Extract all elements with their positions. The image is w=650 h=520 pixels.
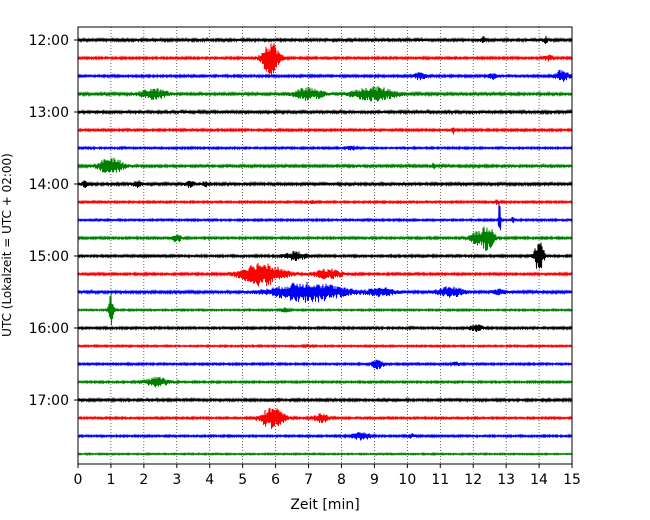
x-tick-label-4: 4 <box>205 472 214 488</box>
trace-16-15 <box>77 343 573 350</box>
trace-17-15 <box>77 407 573 429</box>
x-axis-label: Zeit [min] <box>290 497 359 513</box>
trace-15-45 <box>77 293 573 326</box>
trace-group <box>77 35 573 457</box>
trace-16-45 <box>77 376 573 388</box>
y-tick-label-12:00: 12:00 <box>29 33 69 49</box>
y-tick-label-17:00: 17:00 <box>29 393 69 409</box>
trace-13-45 <box>77 157 573 173</box>
trace-17-30 <box>77 431 573 441</box>
y-tick-label-13:00: 13:00 <box>29 105 69 121</box>
trace-15-15 <box>77 262 573 287</box>
y-tick-label-14:00: 14:00 <box>29 177 69 193</box>
x-tick-label-6: 6 <box>271 472 280 488</box>
trace-15-30 <box>77 281 573 303</box>
x-tick-label-5: 5 <box>238 472 247 488</box>
trace-14-45 <box>77 226 573 251</box>
x-tick-label-8: 8 <box>337 472 346 488</box>
x-tick-label-3: 3 <box>172 472 181 488</box>
x-tick-label-10: 10 <box>398 472 416 488</box>
x-tick-label-7: 7 <box>304 472 313 488</box>
trace-16-00 <box>77 324 573 333</box>
trace-13-30 <box>77 145 573 151</box>
x-tick-label-15: 15 <box>563 472 581 488</box>
x-tick-label-12: 12 <box>464 472 482 488</box>
x-tick-label-14: 14 <box>530 472 548 488</box>
x-tick-label-0: 0 <box>74 472 83 488</box>
y-tick-label-16:00: 16:00 <box>29 321 69 337</box>
x-axis-ticks: 0 1 2 3 4 5 6 7 8 9 10 11 12 13 14 15 <box>74 464 581 488</box>
trace-12-45 <box>77 86 573 102</box>
trace-12-30 <box>77 69 573 82</box>
trace-17-45 <box>77 451 573 457</box>
y-axis-label: UTC (Lokalzeit = UTC + 02:00) <box>0 153 14 337</box>
trace-13-00 <box>77 108 573 116</box>
y-tick-label-15:00: 15:00 <box>29 249 69 265</box>
trace-12-00 <box>77 35 573 45</box>
y-axis-ticks: 12:00 13:00 14:00 15:00 16:00 17:00 <box>29 33 78 409</box>
trace-13-15 <box>77 127 573 135</box>
x-tick-label-13: 13 <box>497 472 515 488</box>
trace-16-30 <box>77 359 573 370</box>
trace-14-30 <box>77 203 573 231</box>
x-tick-label-11: 11 <box>431 472 449 488</box>
trace-12-15 <box>77 42 573 76</box>
x-tick-label-2: 2 <box>139 472 148 488</box>
trace-17-00 <box>77 396 573 404</box>
trace-14-00 <box>77 180 573 189</box>
x-tick-label-1: 1 <box>106 472 115 488</box>
trace-15-00 <box>77 242 573 269</box>
x-tick-label-9: 9 <box>370 472 379 488</box>
plot-frame <box>77 26 573 465</box>
trace-14-15 <box>77 199 573 205</box>
